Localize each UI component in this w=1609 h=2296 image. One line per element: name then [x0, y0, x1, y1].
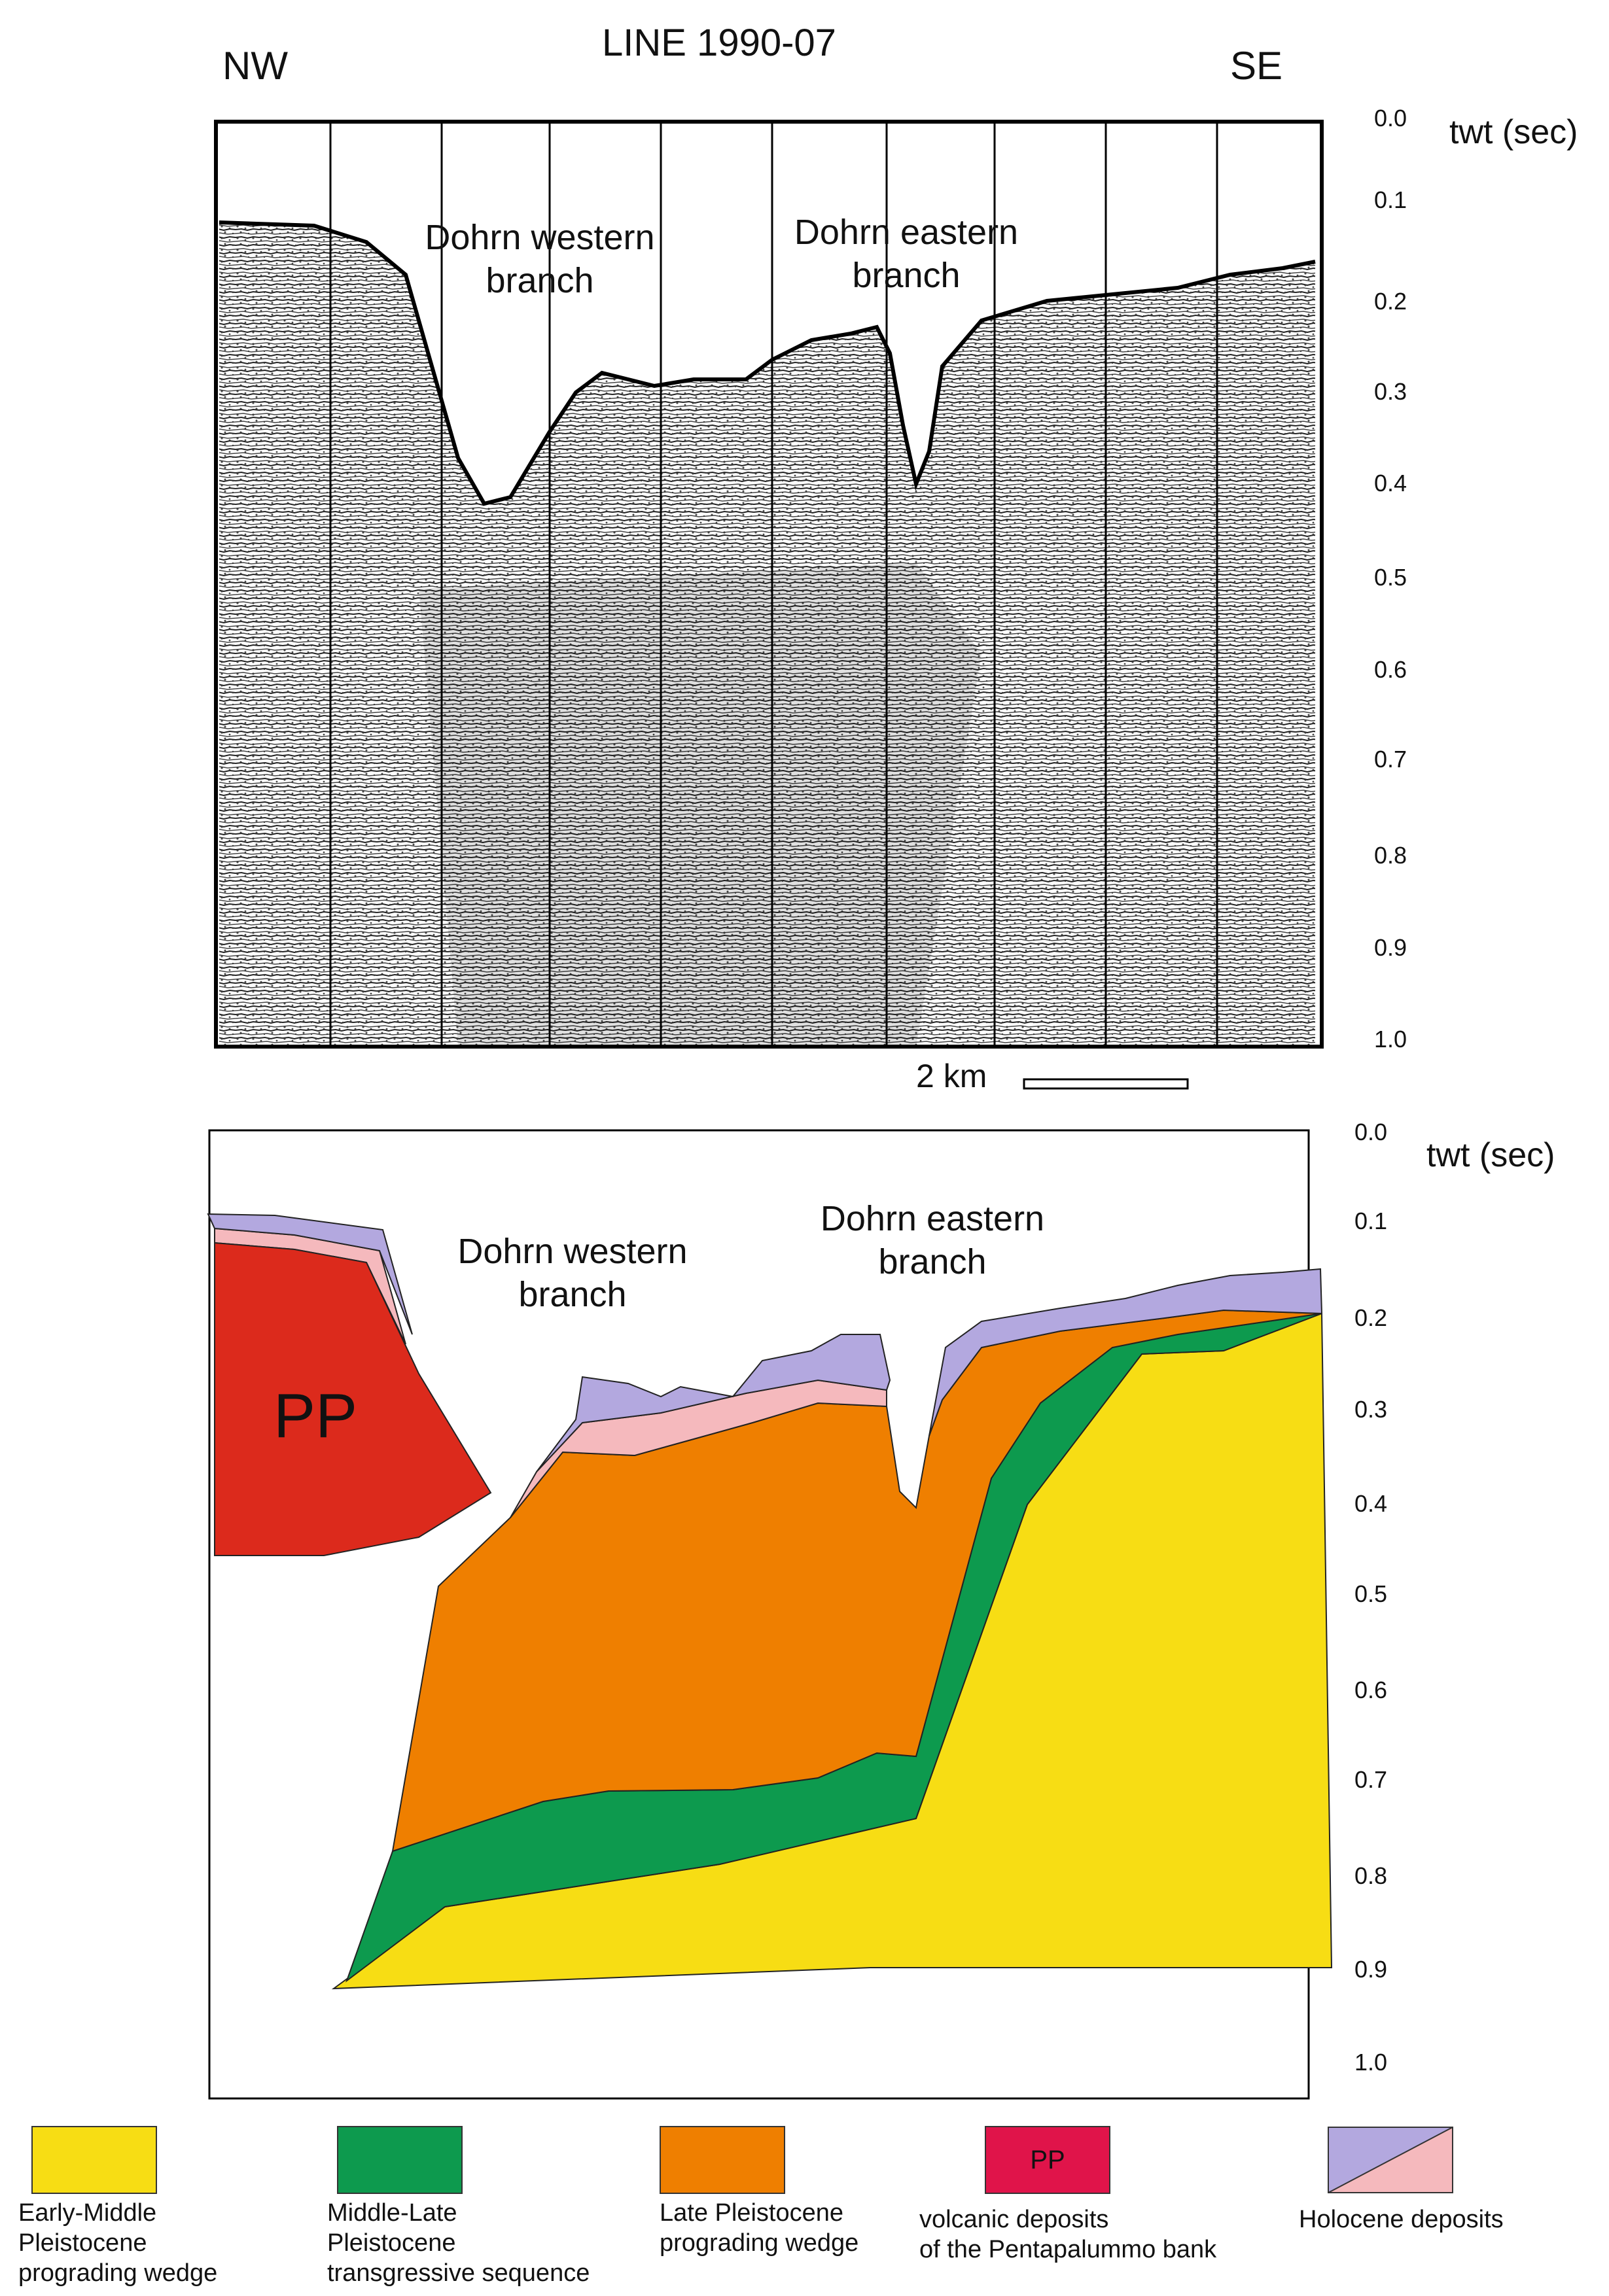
interp-tick: 0.3	[1354, 1396, 1387, 1423]
legend-swatch-middle-late	[337, 2126, 463, 2194]
holocene-purple-east	[928, 1268, 1323, 1436]
pp-label: PP	[274, 1381, 358, 1451]
figure-title: LINE 1990-07	[602, 22, 836, 64]
legend-label-late: Late Pleistocene prograding wedge	[660, 2199, 859, 2257]
seismic-tick: 1.0	[1373, 1026, 1407, 1052]
seismic-tick: 0.3	[1373, 378, 1407, 405]
interp-axis-unit: twt (sec)	[1426, 1136, 1555, 1174]
interp-label-western: Dohrn western branch	[457, 1232, 688, 1314]
seismic-tick: 0.8	[1373, 842, 1407, 869]
legend-swatch-volcanic: PP	[985, 2126, 1110, 2194]
seismic-tick: 0.0	[1373, 105, 1407, 131]
direction-se: SE	[1230, 44, 1283, 88]
interp-tick: 0.0	[1354, 1119, 1387, 1145]
seismic-tick: 0.2	[1373, 288, 1407, 315]
interp-tick: 0.5	[1354, 1580, 1387, 1607]
interp-tick: 0.4	[1354, 1490, 1387, 1517]
seismic-label-eastern: Dohrn eastern branch	[794, 213, 1019, 295]
seismic-tick: 0.7	[1373, 746, 1407, 773]
unit-volcanic-pp	[214, 1242, 492, 1556]
seismic-tick: 0.4	[1373, 470, 1407, 496]
seismic-tick: 0.6	[1373, 656, 1407, 683]
holocene-purple-west	[207, 1213, 413, 1335]
seismic-tick: 0.5	[1373, 564, 1407, 591]
seismic-axis-unit: twt (sec)	[1449, 113, 1578, 151]
scale-bar	[1023, 1078, 1189, 1090]
seismic-tick: 0.9	[1373, 934, 1407, 961]
legend-swatch-early-middle	[31, 2126, 157, 2194]
seismic-label-western: Dohrn western branch	[425, 218, 655, 300]
interp-tick: 0.7	[1354, 1766, 1387, 1793]
legend-label-holocene: Holocene deposits	[1299, 2206, 1504, 2233]
interp-tick: 0.8	[1354, 1862, 1387, 1889]
legend-swatch-pp-text: PP	[1030, 2145, 1065, 2174]
direction-nw: NW	[222, 44, 288, 88]
legend-label-middle-late: Middle-Late Pleistocene transgressive se…	[327, 2199, 590, 2287]
interp-tick: 0.2	[1354, 1304, 1387, 1331]
legend-label-volcanic: volcanic deposits of the Pentapalummo ba…	[919, 2206, 1217, 2263]
interp-tick: 1.0	[1354, 2049, 1387, 2076]
seismic-tick: 0.1	[1373, 186, 1407, 213]
interp-label-eastern: Dohrn eastern branch	[820, 1199, 1045, 1281]
legend-swatch-late	[660, 2126, 785, 2194]
interp-tick: 0.6	[1354, 1677, 1387, 1703]
holocene-purple-center	[536, 1334, 891, 1472]
interp-tick: 0.1	[1354, 1208, 1387, 1234]
legend-label-early-middle: Early-Middle Pleistocene prograding wedg…	[18, 2199, 218, 2287]
interp-tick: 0.9	[1354, 1956, 1387, 1983]
scale-bar-label: 2 km	[916, 1058, 987, 1094]
